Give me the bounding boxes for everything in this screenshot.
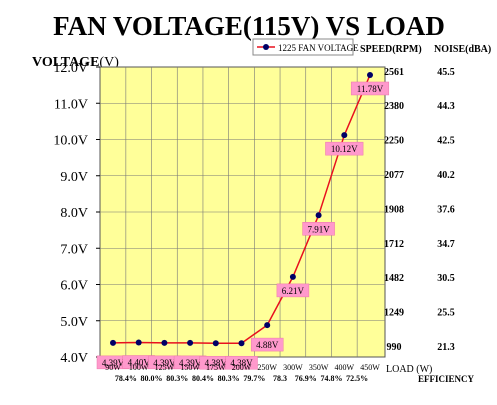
y-tick-label: 12.0V xyxy=(53,61,88,76)
noise-dba-label: 25.5 xyxy=(437,308,455,319)
y-axis-unit: (V) xyxy=(99,55,119,70)
efficiency-value: 80.3% xyxy=(218,374,240,383)
data-label: 4.38V xyxy=(230,358,253,368)
efficiency-value: 76.9% xyxy=(295,374,317,383)
noise-dba-label: 21.3 xyxy=(437,342,455,353)
y-tick-label: 4.0V xyxy=(60,351,88,366)
data-point xyxy=(212,340,219,347)
data-label-box xyxy=(250,337,284,352)
legend: 1225 FAN VOLTAGE xyxy=(252,38,359,56)
x-tick-label: 125W xyxy=(155,363,175,372)
data-label: 4.39V xyxy=(153,358,176,368)
speed-rpm-label: 2077 xyxy=(384,170,404,181)
efficiency-value: 80.4% xyxy=(192,374,214,383)
data-label-box xyxy=(350,81,390,96)
x-tick-label: 90W xyxy=(105,363,121,372)
speed-rpm-label: 2561 xyxy=(384,67,404,78)
noise-dba-label: 45.5 xyxy=(437,67,455,78)
noise-dba-label: 40.2 xyxy=(437,170,455,181)
x-tick-label: 175W xyxy=(206,363,226,372)
y-tick-label: 9.0V xyxy=(60,170,88,185)
speed-rpm-label: 990 xyxy=(387,342,402,353)
efficiency-value: 78.4% xyxy=(115,374,137,383)
data-label: 4.38V xyxy=(205,358,228,368)
series-markers xyxy=(110,71,373,347)
noise-dba-label: 42.5 xyxy=(437,136,455,147)
data-point xyxy=(264,322,271,329)
efficiency-labels: 78.4% 80.0% 80.3% 80.4% 80.3% 79.7% 78.3 76.9% 7… xyxy=(115,374,368,383)
data-point xyxy=(161,339,168,346)
y-tick-label: 7.0V xyxy=(60,242,88,257)
x-tick-labels: 90W 100W 125W 150W 175W 200W 250W 300W 350W 400W 4… xyxy=(105,363,380,372)
data-label: 7.91V xyxy=(307,224,330,234)
x-tick-label: 300W xyxy=(283,363,303,372)
x-tick-label: 350W xyxy=(309,363,329,372)
data-label: 4.39V xyxy=(179,358,202,368)
data-label: 4.88V xyxy=(256,340,279,350)
efficiency-value: 74.8% xyxy=(320,374,342,383)
data-label: 11.78V xyxy=(357,84,384,94)
x-axis-label: LOAD (W) xyxy=(386,364,432,375)
data-label: 4.40V xyxy=(128,358,151,368)
y-tick-label: 8.0V xyxy=(60,206,88,221)
legend-marker-swatch xyxy=(263,44,269,50)
efficiency-label: EFFICIENCY xyxy=(418,374,475,384)
data-labels: 4.39V 4.40V 4.39V 4.39V 4.38V 4.38V4.88V6.21V… xyxy=(96,81,390,370)
efficiency-value: 78.3 xyxy=(273,374,287,383)
data-label-box xyxy=(276,283,310,298)
x-tick-label: 250W xyxy=(257,363,277,372)
data-label: 6.21V xyxy=(282,286,305,296)
y-tick-label: 5.0V xyxy=(60,315,88,330)
data-label-box xyxy=(302,222,335,236)
noise-dba-label: 37.6 xyxy=(437,204,455,215)
speed-rpm-label: 1712 xyxy=(384,239,404,250)
speed-header: SPEED(RPM) xyxy=(360,44,422,55)
y-axis-label: VOLTAGE(V) xyxy=(32,55,119,70)
data-label: 4.39V xyxy=(102,358,125,368)
data-point xyxy=(289,273,296,280)
y-axis-label-text: VOLTAGE xyxy=(32,55,99,70)
y-tick-label: 6.0V xyxy=(60,279,88,294)
y-tick-labels: 4.0V 5.0V 6.0V 7.0V 8.0V 9.0V 10.0V 11.0V 12.0V xyxy=(53,61,88,366)
efficiency-value: 80.0% xyxy=(141,374,163,383)
x-tick-label: 200W xyxy=(232,363,252,372)
efficiency-value: 79.7% xyxy=(243,374,265,383)
x-tick-label: 150W xyxy=(180,363,200,372)
speed-rpm-label: 1908 xyxy=(384,204,404,215)
x-tick-label: 400W xyxy=(335,363,355,372)
horizontal-grid xyxy=(96,66,385,358)
speed-rpm-label: 2250 xyxy=(384,136,404,147)
legend-label: 1225 FAN VOLTAGE xyxy=(278,43,359,53)
noise-dba-label: 30.5 xyxy=(437,273,455,284)
data-label-box xyxy=(225,355,258,370)
noise-header: NOISE(dBA) xyxy=(434,44,491,55)
data-point xyxy=(315,212,322,219)
speed-rpm-label: 1249 xyxy=(384,308,404,319)
data-point xyxy=(135,339,142,346)
data-label-box xyxy=(325,141,364,156)
legend-box xyxy=(252,38,354,56)
x-tick-label: 100W xyxy=(129,363,149,372)
data-point xyxy=(238,340,245,347)
noise-dba-label: 34.7 xyxy=(437,239,455,250)
noise-dba-label: 44.3 xyxy=(437,101,455,112)
chart-title: FAN VOLTAGE(115V) VS LOAD xyxy=(53,11,445,41)
y-tick-label: 11.0V xyxy=(54,97,88,112)
efficiency-value: 80.3% xyxy=(166,374,188,383)
data-label: 10.12V xyxy=(331,144,358,154)
speed-rpm-label: 2380 xyxy=(384,101,404,112)
speed-rpm-label: 1482 xyxy=(384,273,404,284)
noise-dba-labels: 21.3 25.5 30.5 34.7 37.6 40.2 42.5 44.3 45.5 xyxy=(437,67,455,353)
x-tick-label: 450W xyxy=(360,363,380,372)
efficiency-value: 72.5% xyxy=(346,374,368,383)
data-point xyxy=(341,132,348,139)
data-point xyxy=(187,339,194,346)
data-point xyxy=(367,71,373,78)
y-tick-label: 10.0V xyxy=(53,134,88,149)
speed-rpm-labels: 990 1249 1482 1712 1908 2077 2250 2380 2561 xyxy=(384,67,404,353)
data-point xyxy=(110,339,116,346)
